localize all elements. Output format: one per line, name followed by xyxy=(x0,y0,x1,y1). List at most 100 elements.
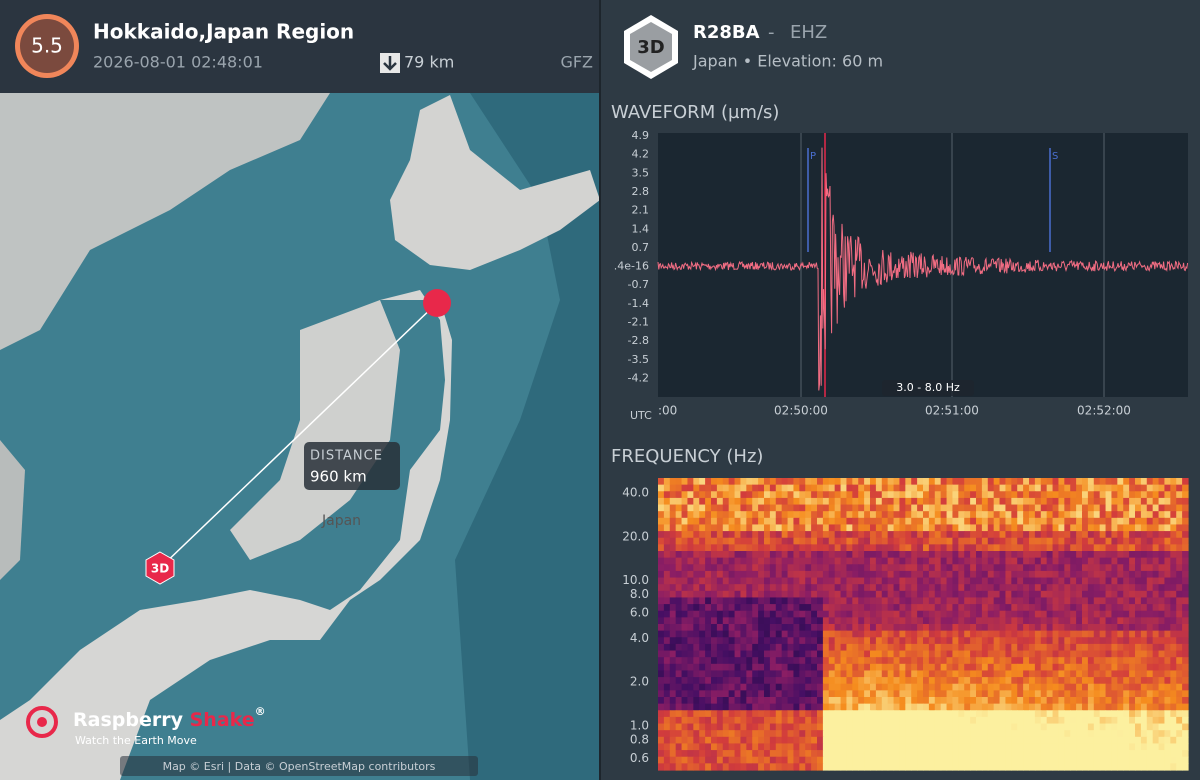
spectrogram-cell xyxy=(1029,597,1036,605)
spectrogram-cell xyxy=(1123,670,1130,678)
spectrogram-cell xyxy=(887,736,895,745)
spectrogram-cell xyxy=(999,478,1007,486)
spectrogram-cell xyxy=(764,736,771,745)
attribution[interactable]: Map © Esri | Data © OpenStreetMap contri… xyxy=(163,760,436,773)
spectrogram-cell xyxy=(693,703,700,711)
spectrogram-cell xyxy=(1099,697,1107,705)
spectrogram-cell xyxy=(1087,617,1095,625)
spectrogram-cell xyxy=(1046,511,1054,519)
spectrogram-cell xyxy=(1034,730,1042,738)
spectrogram-cell xyxy=(1135,643,1142,652)
spectrogram-cell xyxy=(752,531,759,539)
spectrogram-cell xyxy=(1170,511,1177,519)
spectrogram-cell xyxy=(1082,723,1089,731)
spectrogram-cell xyxy=(699,683,706,691)
spectrogram-cell xyxy=(864,478,871,486)
spectrogram-cell xyxy=(917,590,924,599)
spectrogram-cell xyxy=(1182,683,1189,691)
spectrogram-cell xyxy=(1099,484,1107,492)
spectrogram-cell xyxy=(681,677,689,685)
spectrogram-cell xyxy=(1023,484,1030,492)
spectrogram-cell xyxy=(858,524,865,532)
spectrogram-cell xyxy=(1140,650,1148,658)
spectrogram-cell xyxy=(1158,743,1166,751)
spectrogram-cell xyxy=(946,590,954,599)
spectrogram-cell xyxy=(1082,703,1089,711)
spectrogram-cell xyxy=(716,564,724,572)
spectrogram-cell xyxy=(1064,743,1071,751)
spectrogram-cell xyxy=(981,697,989,705)
spectrogram-cell xyxy=(740,683,747,691)
spectrogram-cell xyxy=(970,637,977,645)
spectrogram-cell xyxy=(681,637,689,645)
spectrogram-cell xyxy=(769,763,777,771)
spectrogram-cell xyxy=(769,683,777,691)
spectrogram-cell xyxy=(734,763,742,771)
spectrogram-cell xyxy=(711,710,718,718)
distance-box xyxy=(304,442,400,490)
spectrogram-cell xyxy=(681,643,689,652)
spectrogram-cell xyxy=(1152,511,1160,519)
spectrogram-cell xyxy=(1087,677,1095,685)
spectrogram-cell xyxy=(787,637,795,645)
spectrogram-cell xyxy=(870,517,877,526)
spectrogram-cell xyxy=(875,697,883,705)
spectrogram-cell xyxy=(858,650,865,658)
spectrogram-cell xyxy=(881,690,889,698)
spectrogram-cell xyxy=(699,716,706,725)
spectrogram-cell xyxy=(1093,750,1101,758)
spectrogram-cell xyxy=(923,604,930,612)
spectrogram-cell xyxy=(775,703,783,711)
spectrogram-cell xyxy=(1099,716,1107,725)
spectrogram-cell xyxy=(793,617,800,625)
spectrogram-cell xyxy=(934,763,942,771)
spectrogram-cell xyxy=(1099,657,1107,665)
spectrogram-cell xyxy=(828,697,836,705)
spectrogram-cell xyxy=(905,537,912,545)
spectrogram-cell xyxy=(940,716,948,725)
spectrogram-cell xyxy=(1140,491,1148,499)
spectrogram-cell xyxy=(740,657,747,665)
spectrogram-cell xyxy=(722,637,730,645)
spectrogram-cell xyxy=(1040,531,1048,539)
spectrogram-cell xyxy=(1164,537,1171,545)
spectrogram-cell xyxy=(687,478,694,486)
spectrogram-cell xyxy=(1152,657,1160,665)
spectrogram-cell xyxy=(1011,663,1018,672)
deep-sea xyxy=(320,93,600,780)
spectrogram-cell xyxy=(976,597,983,605)
spectrogram-cell xyxy=(1146,723,1154,731)
spectrogram-cell xyxy=(658,637,665,645)
spectrogram-cell xyxy=(828,478,836,486)
spectrogram-cell xyxy=(981,491,989,499)
spectrogram-cell xyxy=(675,551,683,559)
spectrogram-cell xyxy=(1182,650,1189,658)
spectrogram-cell xyxy=(1023,670,1030,678)
spectrogram-cell xyxy=(817,537,824,545)
spectrogram-cell xyxy=(870,763,877,771)
spectrogram-cell xyxy=(905,716,912,725)
spectrogram-cell xyxy=(905,610,912,618)
spectrogram-cell xyxy=(1099,730,1107,738)
spectrogram-cell xyxy=(769,504,777,512)
spectrogram-cell xyxy=(793,643,800,652)
spectrogram-cell xyxy=(716,597,724,605)
spectrogram-cell xyxy=(1099,610,1107,618)
spectrogram-cell xyxy=(899,564,906,572)
spectrogram-cell xyxy=(834,624,842,632)
spectrogram-cell xyxy=(1105,710,1113,718)
spectrogram-cell xyxy=(1034,551,1042,559)
spectrogram-cell xyxy=(1123,723,1130,731)
spectrogram-cell xyxy=(764,504,771,512)
spectrogram-cell xyxy=(805,617,812,625)
spectrogram-cell xyxy=(1011,683,1018,691)
spectrogram-cell xyxy=(846,484,853,492)
spectrogram-cell xyxy=(669,544,677,552)
spectrogram-cell xyxy=(1117,730,1124,738)
spectrogram-cell xyxy=(1017,524,1024,532)
spectrogram-cell xyxy=(846,736,853,745)
spectrogram-cell xyxy=(999,524,1007,532)
spectrogram-cell xyxy=(981,710,989,718)
spectrogram-cell xyxy=(734,690,742,698)
spectrogram-cell xyxy=(663,650,671,658)
